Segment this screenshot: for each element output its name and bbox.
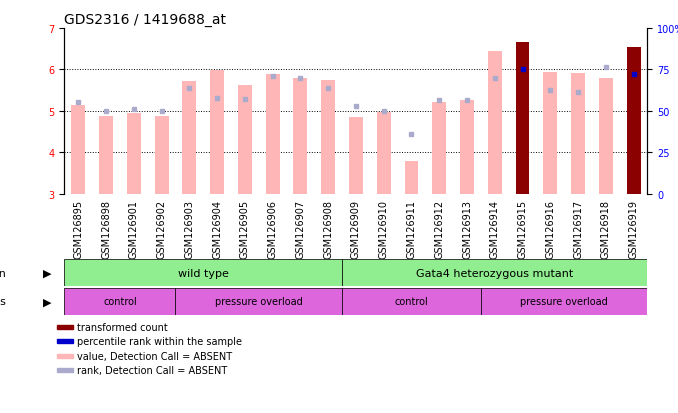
Text: pressure overload: pressure overload — [215, 297, 302, 307]
Text: GDS2316 / 1419688_at: GDS2316 / 1419688_at — [64, 12, 226, 26]
Text: GSM126904: GSM126904 — [212, 199, 222, 258]
Bar — [626, 47, 641, 194]
Text: pressure overload: pressure overload — [520, 297, 608, 307]
Bar — [294, 79, 307, 194]
Text: stress: stress — [0, 297, 7, 307]
Text: control: control — [103, 297, 137, 307]
Bar — [599, 79, 613, 194]
Bar — [460, 100, 474, 194]
Bar — [266, 75, 279, 194]
Text: value, Detection Call = ABSENT: value, Detection Call = ABSENT — [77, 351, 232, 361]
Text: Gata4 heterozygous mutant: Gata4 heterozygous mutant — [416, 268, 574, 278]
Bar — [57, 325, 73, 329]
Text: GSM126902: GSM126902 — [157, 199, 167, 258]
Bar — [349, 118, 363, 194]
Bar — [99, 116, 113, 194]
Bar — [127, 114, 141, 194]
Bar — [405, 162, 418, 194]
Bar — [71, 105, 85, 194]
Text: GSM126903: GSM126903 — [184, 199, 195, 258]
Bar — [543, 73, 557, 194]
Text: GSM126910: GSM126910 — [379, 199, 388, 258]
Bar — [571, 74, 585, 194]
Bar — [210, 71, 224, 194]
Text: GSM126911: GSM126911 — [407, 199, 416, 258]
Text: GSM126912: GSM126912 — [434, 199, 444, 258]
Bar — [377, 113, 391, 194]
Text: percentile rank within the sample: percentile rank within the sample — [77, 336, 241, 347]
Text: ▶: ▶ — [43, 268, 52, 278]
Bar — [321, 81, 335, 194]
Bar — [155, 116, 169, 194]
Text: GSM126907: GSM126907 — [296, 199, 305, 258]
Text: GSM126906: GSM126906 — [268, 199, 278, 258]
Text: GSM126915: GSM126915 — [517, 199, 527, 258]
Text: wild type: wild type — [178, 268, 228, 278]
Text: transformed count: transformed count — [77, 322, 167, 332]
Bar — [64, 260, 342, 287]
Text: GSM126905: GSM126905 — [240, 199, 250, 258]
Text: strain: strain — [0, 268, 7, 278]
Text: rank, Detection Call = ABSENT: rank, Detection Call = ABSENT — [77, 365, 226, 375]
Bar — [238, 86, 252, 194]
Bar — [57, 354, 73, 358]
Text: control: control — [395, 297, 428, 307]
Bar — [176, 288, 342, 315]
Text: GSM126898: GSM126898 — [101, 199, 111, 258]
Bar — [515, 43, 530, 194]
Text: GSM126901: GSM126901 — [129, 199, 139, 258]
Text: GSM126917: GSM126917 — [573, 199, 583, 258]
Bar — [57, 339, 73, 344]
Bar — [342, 288, 481, 315]
Text: GSM126908: GSM126908 — [323, 199, 333, 258]
Bar — [57, 368, 73, 372]
Bar — [342, 260, 647, 287]
Text: GSM126895: GSM126895 — [73, 199, 83, 258]
Bar — [488, 52, 502, 194]
Text: GSM126919: GSM126919 — [629, 199, 639, 258]
Text: ▶: ▶ — [43, 297, 52, 307]
Bar — [182, 82, 197, 194]
Text: GSM126914: GSM126914 — [490, 199, 500, 258]
Text: GSM126909: GSM126909 — [351, 199, 361, 258]
Text: GSM126916: GSM126916 — [545, 199, 555, 258]
Text: GSM126913: GSM126913 — [462, 199, 472, 258]
Bar — [433, 102, 446, 194]
Text: GSM126918: GSM126918 — [601, 199, 611, 258]
Bar — [64, 288, 176, 315]
Bar — [481, 288, 647, 315]
